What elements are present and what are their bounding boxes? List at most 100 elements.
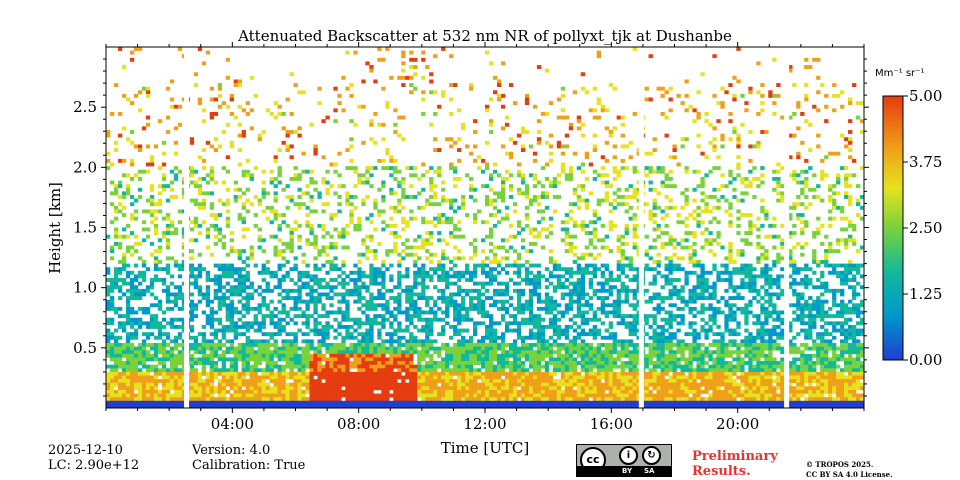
heat-cell xyxy=(568,357,574,362)
heat-cell xyxy=(173,353,179,358)
heat-cell xyxy=(492,191,498,196)
heat-cell xyxy=(449,274,454,279)
heat-cell xyxy=(485,386,490,391)
heat-cell xyxy=(548,158,554,163)
heat-cell xyxy=(197,386,203,391)
heat-cell xyxy=(485,263,490,268)
heat-cell xyxy=(369,375,374,380)
heat-cell xyxy=(125,350,131,355)
heat-cell xyxy=(121,361,127,365)
heat-cell xyxy=(588,328,594,333)
heat-cell xyxy=(153,321,159,326)
heat-cell xyxy=(385,379,390,384)
heat-cell xyxy=(133,216,139,221)
heat-cell xyxy=(409,306,414,311)
heat-cell xyxy=(233,306,238,311)
heat-cell xyxy=(121,353,127,358)
heat-cell xyxy=(125,379,131,384)
heat-cell xyxy=(273,364,278,369)
heat-cell xyxy=(241,393,246,398)
heat-cell xyxy=(485,281,490,286)
heat-cell xyxy=(161,332,167,337)
heat-cell xyxy=(457,328,462,333)
heat-cell xyxy=(381,184,386,189)
heat-cell xyxy=(353,166,358,171)
heat-cell xyxy=(241,274,246,279)
heat-cell xyxy=(317,371,322,376)
heat-cell xyxy=(453,292,458,297)
heat-cell xyxy=(125,296,131,300)
heat-cell xyxy=(193,180,199,185)
heat-cell xyxy=(241,379,246,384)
heat-cell xyxy=(604,357,609,362)
heat-cell xyxy=(465,314,470,319)
heat-cell xyxy=(209,343,215,347)
heat-cell xyxy=(197,205,203,210)
heat-cell xyxy=(540,245,546,250)
heat-cell xyxy=(500,267,506,272)
heat-cell xyxy=(544,176,550,181)
heat-cell xyxy=(277,249,282,254)
heat-cell xyxy=(492,386,498,391)
heat-cell xyxy=(488,393,494,398)
heat-cell xyxy=(433,285,438,290)
heat-cell xyxy=(540,375,546,380)
heat-cell xyxy=(317,249,322,254)
heat-cell xyxy=(409,288,414,293)
heat-cell xyxy=(512,234,518,239)
heat-cell xyxy=(213,346,219,351)
heat-cell xyxy=(548,231,554,236)
heat-cell xyxy=(357,292,362,297)
heat-cell xyxy=(568,364,574,369)
heat-cell xyxy=(576,371,582,376)
heat-cell xyxy=(121,158,127,163)
heat-cell xyxy=(341,364,346,369)
heat-cell xyxy=(253,288,258,293)
heat-cell xyxy=(273,184,278,189)
heat-cell xyxy=(317,375,322,380)
heat-cell xyxy=(249,108,254,113)
heat-cell xyxy=(481,292,486,297)
heat-cell xyxy=(141,169,147,174)
heat-cell xyxy=(381,209,386,214)
heat-cell xyxy=(245,209,250,214)
heat-cell xyxy=(421,375,426,380)
heat-cell xyxy=(277,346,282,351)
heat-cell xyxy=(401,353,406,358)
heat-cell xyxy=(341,339,346,344)
heat-cell xyxy=(233,328,238,333)
heat-cell xyxy=(477,303,482,308)
heat-cell xyxy=(381,382,386,387)
heat-cell xyxy=(520,353,526,358)
heat-cell xyxy=(568,299,574,304)
heat-cell xyxy=(584,361,590,365)
heat-cell xyxy=(197,371,203,376)
heat-cell xyxy=(377,357,382,362)
heat-cell xyxy=(393,386,398,391)
heat-cell xyxy=(409,382,414,387)
heat-cell xyxy=(576,400,582,405)
heat-cell xyxy=(381,314,386,319)
heat-cell xyxy=(261,382,266,387)
heat-cell xyxy=(229,379,234,384)
heat-cell xyxy=(512,249,518,254)
heat-cell xyxy=(508,368,514,373)
heat-cell xyxy=(409,346,414,351)
heat-cell xyxy=(465,213,470,217)
heat-cell xyxy=(449,162,454,167)
heat-cell xyxy=(149,389,155,394)
heat-cell xyxy=(285,205,290,210)
heat-cell xyxy=(113,343,119,347)
heat-cell xyxy=(161,140,167,145)
heat-cell xyxy=(233,292,238,297)
heat-cell xyxy=(413,303,418,308)
heat-cell xyxy=(453,343,458,347)
heat-cell xyxy=(317,393,322,398)
heat-cell xyxy=(233,371,238,376)
heat-cell xyxy=(337,346,342,351)
heat-cell xyxy=(552,350,558,355)
heat-cell xyxy=(329,386,334,391)
heat-cell xyxy=(149,364,155,369)
heat-cell xyxy=(113,361,119,365)
heat-cell xyxy=(520,310,526,315)
